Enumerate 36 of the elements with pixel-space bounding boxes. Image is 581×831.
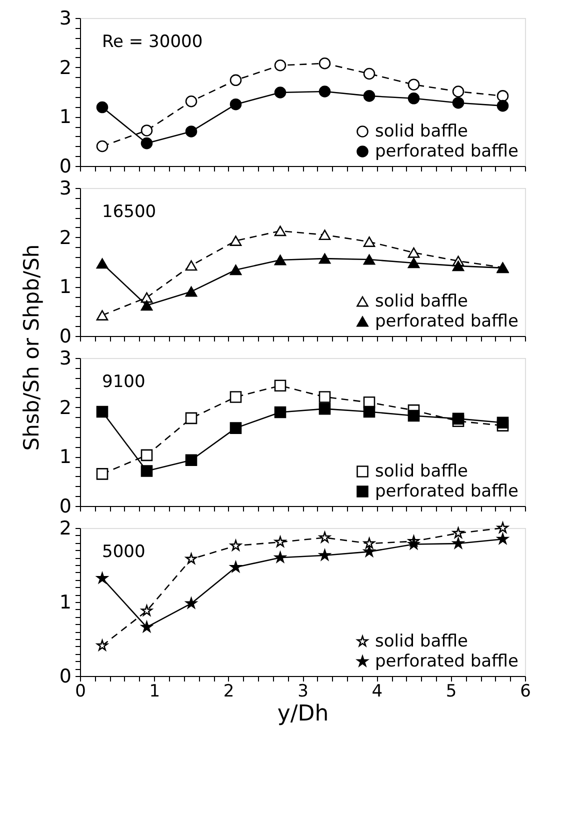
annotation: 5000 — [102, 542, 146, 562]
y-tick-label: 2 — [59, 56, 72, 79]
y-tick-label: 0 — [59, 326, 72, 348]
legend-label: perforated baffle — [375, 142, 518, 162]
y-tick-label: 1 — [59, 276, 72, 298]
annotation: Re = 30000 — [102, 32, 203, 52]
x-axis-title: y/Dh — [277, 702, 329, 726]
x-tick-label: 5 — [446, 682, 457, 702]
y-tick-label: 0 — [59, 496, 72, 518]
legend-label: solid baffle — [375, 122, 468, 142]
y-tick-label: 2 — [59, 518, 72, 540]
x-tick-label: 3 — [298, 682, 308, 702]
annotation: 16500 — [102, 202, 156, 222]
legend-label: perforated baffle — [375, 652, 518, 672]
x-tick-label: 2 — [223, 682, 234, 702]
y-tick-label: 1 — [59, 446, 72, 468]
y-tick-label: 2 — [59, 226, 72, 249]
x-tick-label: 0 — [75, 682, 86, 702]
legend-label: perforated baffle — [375, 482, 518, 502]
y-axis-title: Shsb/Sh or Shpb/Sh — [20, 244, 44, 451]
legend-label: solid baffle — [375, 632, 468, 652]
y-tick-label: 3 — [59, 178, 72, 200]
x-tick-label: 4 — [372, 682, 383, 702]
y-tick-label: 2 — [59, 396, 72, 419]
legend-label: solid baffle — [375, 292, 468, 312]
y-tick-label: 1 — [59, 592, 72, 614]
legend-label: solid baffle — [375, 462, 468, 482]
y-tick-label: 1 — [59, 106, 72, 128]
y-tick-label: 3 — [59, 8, 72, 30]
x-tick-label: 1 — [149, 682, 160, 702]
y-tick-label: 0 — [59, 666, 72, 688]
legend-label: perforated baffle — [375, 312, 518, 332]
y-tick-label: 3 — [59, 348, 72, 370]
y-tick-label: 0 — [59, 156, 72, 178]
x-tick-label: 6 — [520, 682, 531, 702]
annotation: 9100 — [102, 372, 146, 392]
